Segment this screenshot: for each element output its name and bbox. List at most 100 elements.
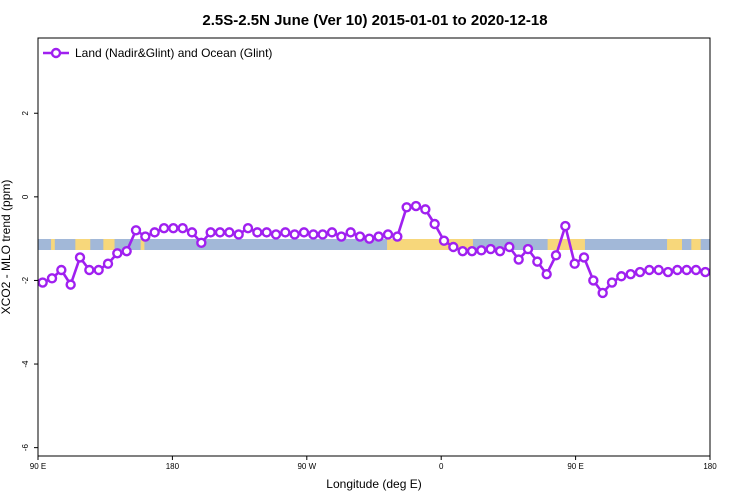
legend: Land (Nadir&Glint) and Ocean (Glint)	[43, 46, 272, 60]
data-point	[177, 222, 188, 234]
x-axis-label: Longitude (deg E)	[326, 477, 421, 491]
series-points	[37, 200, 711, 299]
y-tick-label: -2	[21, 276, 30, 284]
data-point	[597, 287, 608, 299]
legend-marker	[50, 47, 62, 59]
land-band	[387, 239, 473, 250]
data-point	[308, 229, 319, 240]
chart-title: 2.5S-2.5N June (Ver 10) 2015-01-01 to 20…	[202, 12, 547, 29]
data-point	[560, 220, 571, 232]
data-point	[65, 279, 76, 290]
data-point	[588, 275, 599, 286]
data-point	[37, 277, 48, 288]
y-axis-ticks: -6 -4 -2 0 2	[21, 110, 38, 451]
data-point	[158, 222, 170, 234]
data-point	[205, 227, 216, 238]
data-point	[625, 268, 636, 280]
data-point	[672, 264, 683, 276]
data-point	[382, 229, 394, 240]
data-point	[392, 231, 403, 242]
data-point	[494, 245, 506, 257]
x-axis-ticks: 90 E 180 90 W 0 90 E 180	[30, 456, 717, 471]
y-tick-label: 0	[21, 194, 30, 199]
data-point	[634, 266, 646, 278]
data-point	[140, 231, 151, 242]
land-band	[75, 239, 91, 250]
data-point	[578, 252, 590, 263]
data-point	[130, 225, 142, 236]
data-point	[438, 235, 450, 246]
data-point	[410, 200, 422, 212]
data-point	[681, 264, 692, 276]
plot-frame	[37, 37, 711, 457]
data-point	[429, 218, 440, 230]
land-band	[691, 239, 701, 250]
data-point	[298, 227, 310, 238]
land-band	[547, 239, 585, 250]
x-tick-label: 180	[166, 462, 180, 471]
legend-label: Land (Nadir&Glint) and Ocean (Glint)	[75, 46, 272, 60]
data-point	[466, 245, 478, 257]
data-point	[354, 231, 366, 242]
data-point	[317, 229, 328, 240]
land-band	[667, 239, 682, 250]
data-point	[690, 264, 702, 276]
data-point	[700, 266, 711, 278]
ocean-band	[38, 239, 710, 250]
data-point	[224, 227, 235, 238]
data-point	[112, 248, 123, 259]
data-point	[261, 227, 272, 238]
y-tick-label: -4	[21, 360, 30, 368]
data-point	[168, 222, 179, 234]
data-point	[74, 252, 86, 263]
data-point	[653, 264, 664, 276]
x-tick-label: 0	[439, 462, 444, 471]
data-point	[373, 231, 384, 242]
data-point	[214, 227, 226, 238]
data-point	[448, 241, 459, 253]
x-tick-label: 90 E	[30, 462, 46, 471]
data-point	[513, 254, 524, 265]
data-point	[56, 264, 67, 276]
x-tick-label: 180	[703, 462, 717, 471]
data-point	[252, 227, 263, 238]
data-point	[420, 204, 431, 215]
data-point	[364, 233, 375, 244]
x-tick-label: 90 W	[297, 462, 316, 471]
data-point	[233, 229, 244, 240]
data-point	[569, 258, 580, 269]
data-point	[644, 264, 655, 276]
data-point	[93, 264, 104, 276]
land-band	[51, 239, 55, 250]
data-point	[46, 273, 58, 284]
data-point	[457, 245, 468, 257]
data-point	[345, 227, 356, 238]
data-point	[196, 237, 207, 249]
data-point	[532, 256, 543, 267]
land-band	[140, 239, 145, 250]
surface-bands	[38, 239, 710, 250]
data-point	[485, 243, 496, 255]
x-tick-label: 90 E	[567, 462, 583, 471]
data-point	[616, 271, 627, 282]
data-point	[662, 266, 674, 278]
data-point	[541, 268, 552, 280]
data-point	[326, 227, 338, 238]
data-point	[504, 241, 515, 253]
data-point	[522, 243, 534, 255]
y-tick-label: 2	[21, 110, 30, 115]
data-point	[401, 202, 412, 213]
data-point	[289, 229, 300, 240]
data-point	[149, 227, 160, 238]
data-point	[476, 245, 487, 256]
data-point	[280, 227, 291, 238]
data-point	[336, 231, 347, 242]
data-point	[242, 222, 254, 234]
data-point	[606, 277, 618, 288]
land-band	[103, 239, 115, 250]
data-point	[550, 250, 562, 261]
data-point	[270, 229, 282, 240]
data-point	[102, 258, 114, 269]
data-point	[186, 227, 198, 238]
